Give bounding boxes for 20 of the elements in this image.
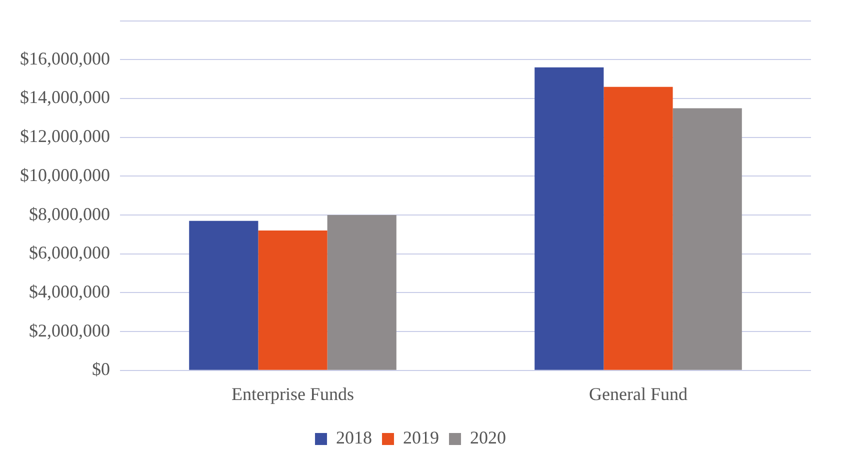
bar <box>534 67 604 370</box>
y-tick-label: $14,000,000 <box>20 87 110 108</box>
legend-label: 2020 <box>470 428 506 448</box>
y-tick-label: $6,000,000 <box>29 242 110 263</box>
bar <box>189 220 258 370</box>
y-tick-label: $2,000,000 <box>29 320 110 340</box>
legend-label: 2018 <box>336 428 372 448</box>
y-tick-label: $4,000,000 <box>29 281 110 302</box>
y-tick-label: $16,000,000 <box>20 48 110 68</box>
bar <box>258 230 328 370</box>
bar <box>604 86 673 370</box>
legend-label: 2019 <box>403 428 439 448</box>
y-tick-label: $8,000,000 <box>29 204 110 224</box>
bar <box>327 215 396 370</box>
x-tick-label: General Fund <box>589 384 688 404</box>
y-tick-label: $0 <box>92 359 110 380</box>
x-tick-label: Enterprise Funds <box>232 384 354 404</box>
y-tick-label: $12,000,000 <box>20 126 110 146</box>
bar <box>672 108 742 370</box>
y-tick-label: $10,000,000 <box>20 164 110 185</box>
